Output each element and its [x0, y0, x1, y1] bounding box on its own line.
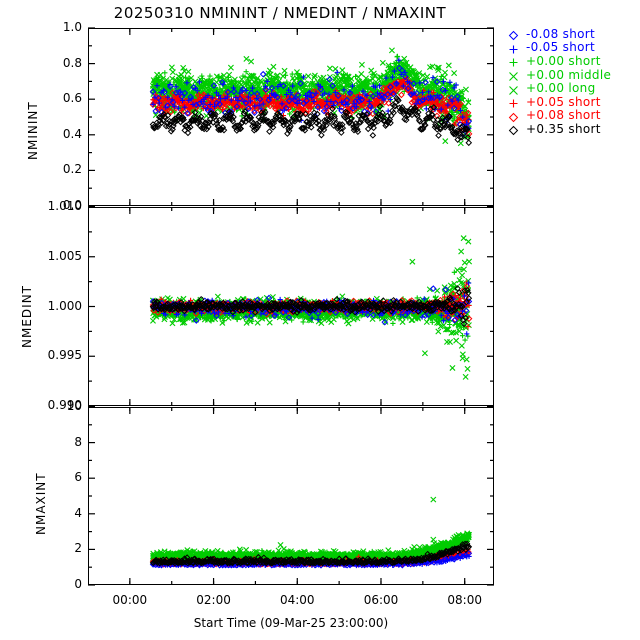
x-tick-label: 04:00: [279, 593, 315, 607]
x-axis-label: Start Time (09-Mar-25 23:00:00): [193, 616, 389, 630]
x-tick-label: 06:00: [363, 593, 399, 607]
y-tick-label: 0.6: [62, 91, 82, 106]
legend-item-label: +0.00 long: [526, 81, 596, 96]
legend-x-icon: [506, 82, 521, 95]
panel-nmaxint-ylabel: NMAXINT: [34, 472, 48, 535]
y-tick-label: 0: [74, 577, 82, 591]
legend-item: +0.08 short: [506, 108, 611, 123]
y-tick-label: 0.0: [62, 198, 82, 212]
legend-diamond-icon: [506, 27, 521, 41]
legend-item-label: +0.35 short: [526, 121, 601, 136]
legend: -0.08 short -0.05 short +0.00 short +0.00 m…: [506, 27, 611, 136]
y-tick-label: 0.4: [62, 126, 82, 141]
scatter-points: [149, 47, 473, 147]
scatter-points: [149, 235, 473, 380]
legend-item: +0.00 short: [506, 54, 611, 68]
legend-item: +0.00 middle: [506, 68, 611, 82]
y-tick-label: 2: [74, 541, 82, 556]
legend-diamond-icon: [506, 122, 521, 136]
y-tick-label: 0.995: [47, 348, 82, 363]
y-tick-label: 0.2: [62, 162, 82, 177]
legend-item-label: -0.05 short: [526, 40, 596, 55]
legend-item: +0.00 long: [506, 81, 611, 95]
legend-item: -0.08 short: [506, 27, 611, 41]
page-title: 20250310 NMININT / NMEDINT / NMAXINT: [113, 4, 447, 22]
legend-item-label: +0.00 middle: [526, 67, 612, 82]
x-tick-label: 02:00: [196, 593, 231, 607]
y-tick-label: 0.8: [62, 55, 82, 70]
y-tick-label: 1.005: [47, 248, 82, 263]
legend-x-icon: [506, 68, 521, 81]
legend-item: +0.05 short: [506, 95, 611, 109]
legend-plus-icon: [506, 95, 521, 108]
y-tick-label: 6: [74, 470, 82, 485]
legend-item-label: +0.08 short: [526, 108, 601, 123]
legend-item-label: -0.08 short: [526, 26, 596, 41]
x-tick-label: 00:00: [112, 593, 148, 607]
legend-item-label: +0.05 short: [526, 94, 601, 109]
y-tick-label: 1.010: [47, 199, 82, 213]
legend-diamond-icon: [506, 109, 521, 123]
y-tick-label: 8: [74, 434, 82, 449]
legend-item: -0.05 short: [506, 40, 611, 55]
y-tick-label: 1.000: [47, 298, 82, 313]
y-tick-label: 1.0: [62, 20, 82, 34]
legend-item: +0.35 short: [506, 122, 611, 136]
y-tick-label: 0.990: [47, 398, 82, 412]
legend-plus-icon: [506, 41, 521, 54]
y-tick-label: 4: [74, 505, 82, 520]
scatter-points: [149, 496, 473, 569]
y-tick-label: 10: [66, 399, 82, 413]
legend-plus-icon: [506, 54, 521, 67]
legend-item-label: +0.00 short: [526, 53, 601, 68]
x-tick-label: 08:00: [447, 593, 482, 607]
